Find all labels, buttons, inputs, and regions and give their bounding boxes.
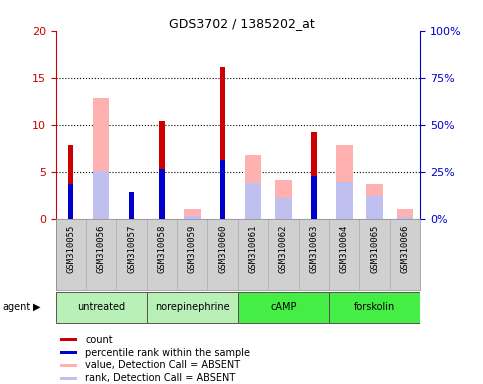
Bar	[60, 351, 77, 354]
FancyBboxPatch shape	[238, 292, 329, 323]
FancyBboxPatch shape	[329, 292, 420, 323]
Bar	[397, 217, 413, 219]
Bar	[159, 121, 165, 219]
Bar	[60, 377, 77, 380]
Bar	[311, 132, 316, 219]
Text: untreated: untreated	[77, 302, 125, 312]
Text: ▶: ▶	[33, 302, 41, 312]
Text: percentile rank within the sample: percentile rank within the sample	[85, 348, 250, 358]
Bar	[220, 68, 226, 219]
Text: GSM310058: GSM310058	[157, 225, 167, 273]
Bar	[68, 184, 73, 219]
Text: GSM310056: GSM310056	[97, 225, 106, 273]
Text: rank, Detection Call = ABSENT: rank, Detection Call = ABSENT	[85, 374, 236, 384]
Text: GSM310057: GSM310057	[127, 225, 136, 273]
Text: forskolin: forskolin	[354, 302, 395, 312]
Bar	[275, 198, 292, 219]
Text: GSM310066: GSM310066	[400, 225, 410, 273]
FancyBboxPatch shape	[56, 292, 147, 323]
Bar	[60, 338, 77, 341]
Text: GSM310059: GSM310059	[188, 225, 197, 273]
Bar	[366, 196, 383, 219]
Bar	[245, 183, 261, 219]
Text: GDS3702 / 1385202_at: GDS3702 / 1385202_at	[169, 17, 314, 30]
Text: cAMP: cAMP	[270, 302, 297, 312]
Text: GSM310064: GSM310064	[340, 225, 349, 273]
Text: GSM310061: GSM310061	[249, 225, 257, 273]
Text: GSM310063: GSM310063	[309, 225, 318, 273]
Bar	[245, 155, 261, 219]
Bar	[397, 210, 413, 219]
Bar	[220, 160, 226, 219]
Text: value, Detection Call = ABSENT: value, Detection Call = ABSENT	[85, 361, 241, 371]
Bar	[366, 184, 383, 219]
Bar	[336, 144, 353, 219]
Bar	[184, 216, 200, 219]
Text: count: count	[85, 334, 113, 344]
Bar	[184, 209, 200, 219]
Bar	[60, 364, 77, 367]
Bar	[93, 98, 110, 219]
Bar	[311, 175, 316, 219]
Bar	[129, 195, 134, 219]
Text: GSM310062: GSM310062	[279, 225, 288, 273]
Bar	[129, 192, 134, 219]
Text: agent: agent	[2, 302, 30, 312]
Bar	[336, 182, 353, 219]
Bar	[159, 169, 165, 219]
Bar	[68, 144, 73, 219]
Bar	[93, 171, 110, 219]
FancyBboxPatch shape	[147, 292, 238, 323]
Text: norepinephrine: norepinephrine	[155, 302, 229, 312]
Text: GSM310060: GSM310060	[218, 225, 227, 273]
Text: GSM310065: GSM310065	[370, 225, 379, 273]
Bar	[275, 180, 292, 219]
Text: GSM310055: GSM310055	[66, 225, 75, 273]
